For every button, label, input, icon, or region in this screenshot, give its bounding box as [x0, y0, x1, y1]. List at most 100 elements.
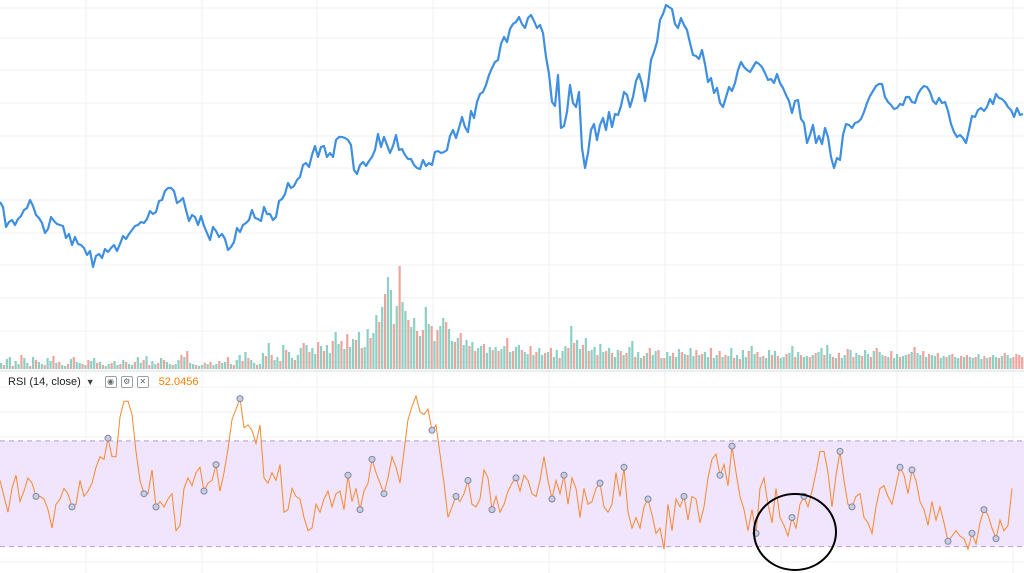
volume-bar	[494, 347, 497, 369]
volume-bar	[640, 358, 643, 369]
volume-bar	[538, 348, 541, 369]
volume-bar	[456, 338, 459, 369]
volume-bar	[587, 351, 590, 369]
volume-bar	[628, 347, 631, 369]
volume-bar	[436, 330, 439, 369]
volume-bar	[829, 354, 832, 369]
volume-bar	[75, 362, 78, 369]
volume-bar	[343, 349, 346, 369]
volume-bar	[936, 353, 939, 369]
volume-bar	[421, 330, 424, 369]
rsi-marker	[212, 461, 220, 469]
volume-bar	[866, 354, 870, 369]
volume-bar	[168, 364, 171, 369]
volume-bar	[107, 364, 110, 369]
volume-bar	[276, 357, 279, 369]
rsi-marker	[200, 487, 208, 495]
volume-bar	[893, 358, 896, 369]
rsi-marker	[140, 490, 148, 498]
volume-bar	[322, 351, 326, 369]
volume-bar	[689, 348, 692, 369]
volume-bar	[578, 349, 582, 369]
rsi-marker	[104, 434, 112, 442]
volume-bar	[72, 357, 75, 369]
settings-icon[interactable]: ⚙	[120, 376, 133, 388]
volume-bar	[416, 331, 419, 369]
rsi-marker	[452, 492, 460, 500]
volume-bar	[576, 340, 579, 369]
eye-icon[interactable]: ◉	[104, 376, 117, 388]
volume-bar	[602, 352, 605, 369]
volume-bar	[1018, 355, 1021, 369]
volume-bar	[942, 356, 945, 369]
volume-bar	[465, 340, 468, 369]
volume-bar	[462, 345, 465, 369]
rsi-marker	[68, 503, 76, 511]
rsi-legend-title[interactable]: RSI (14, close)	[8, 376, 81, 388]
volume-bar	[736, 355, 739, 369]
volume-bar	[523, 352, 526, 369]
chevron-down-icon[interactable]: ▼	[85, 377, 95, 387]
volume-bar	[317, 342, 320, 369]
volume-bar	[890, 351, 893, 369]
volume-bar	[506, 338, 509, 369]
volume-bar	[139, 363, 142, 369]
volume-bar	[706, 357, 710, 369]
volume-bar	[221, 363, 224, 369]
rsi-marker	[488, 506, 496, 514]
volume-bar	[90, 361, 93, 369]
volume-bar	[613, 357, 616, 369]
volume-bar	[875, 348, 878, 369]
volume-bar	[712, 358, 715, 369]
volume-bar	[69, 359, 72, 369]
volume-bar	[238, 355, 241, 369]
volume-bar	[218, 361, 221, 369]
volume-bar	[308, 352, 311, 369]
volume-bar	[229, 364, 232, 369]
volume-bar	[407, 320, 410, 369]
volume-bar	[389, 290, 392, 369]
volume-bar	[20, 355, 23, 369]
volume-bar	[800, 355, 803, 369]
volume-bar	[8, 357, 11, 369]
volume-bar	[66, 364, 70, 369]
volume-bar	[61, 365, 64, 369]
volume-bar	[151, 361, 154, 369]
volume-bar	[509, 352, 512, 369]
volume-bar	[648, 348, 651, 369]
volume-bar	[104, 366, 107, 369]
volume-bar	[128, 364, 131, 369]
rsi-marker	[428, 426, 436, 434]
volume-bar	[346, 334, 349, 369]
volume-bar	[680, 352, 683, 369]
volume-bar	[555, 350, 558, 369]
volume-bars	[0, 266, 1024, 369]
volume-bar	[637, 352, 640, 369]
volume-bar	[884, 356, 887, 369]
volume-bar	[698, 355, 701, 369]
volume-bar	[951, 354, 954, 369]
volume-bar	[439, 326, 442, 369]
volume-bar	[642, 356, 646, 369]
rsi-marker	[848, 503, 856, 511]
rsi-marker	[380, 490, 388, 498]
volume-bar	[744, 357, 747, 369]
rsi-pane	[0, 394, 1024, 551]
volume-bar	[930, 355, 934, 369]
volume-bar	[570, 326, 573, 369]
volume-bar	[81, 364, 84, 369]
volume-bar	[1021, 357, 1024, 369]
volume-bar	[296, 355, 299, 369]
volume-bar	[93, 358, 96, 369]
volume-bar	[663, 358, 666, 369]
volume-bar	[913, 347, 916, 369]
volume-bar	[148, 365, 151, 369]
volume-bar	[730, 348, 733, 369]
close-icon[interactable]: ✕	[136, 376, 149, 388]
volume-bar	[1015, 354, 1018, 369]
rsi-marker	[596, 479, 604, 487]
volume-bar	[401, 302, 404, 369]
volume-bar	[189, 363, 192, 369]
volume-bar	[904, 355, 907, 369]
